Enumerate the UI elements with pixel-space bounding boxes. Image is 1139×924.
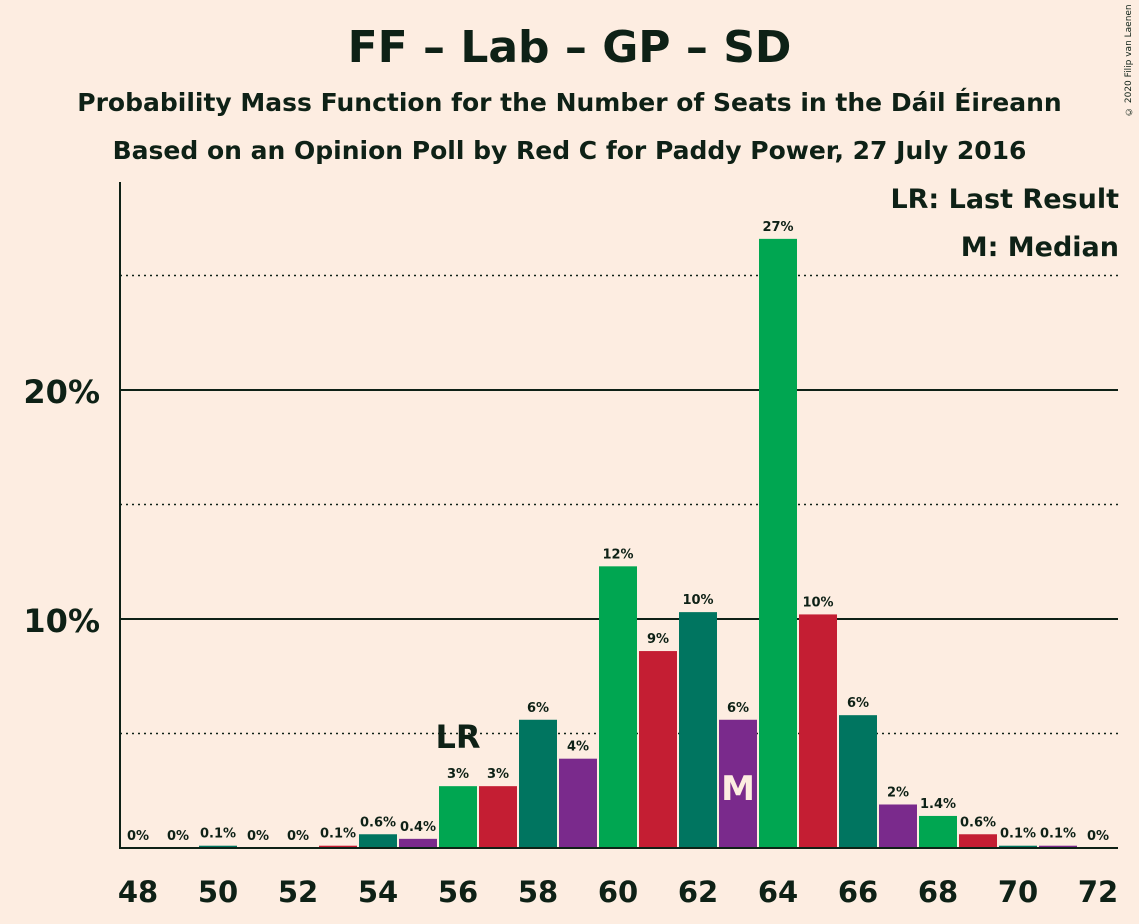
bar-seat-64 — [759, 238, 797, 849]
bar-value-label: 0.1% — [320, 827, 356, 842]
bar-seat-60 — [599, 566, 637, 848]
bar-value-label: 0% — [287, 829, 309, 844]
bar-seat-57 — [479, 786, 517, 848]
bar-value-label: 12% — [602, 547, 633, 562]
bar-seat-58 — [519, 719, 557, 848]
bar-value-label: 27% — [762, 220, 793, 235]
chart-source-line: Based on an Opinion Poll by Red C for Pa… — [112, 136, 1027, 165]
bar-seat-59 — [559, 758, 597, 848]
bar-value-label: 10% — [682, 593, 713, 608]
bar-seat-68 — [919, 815, 957, 848]
bar-value-label: 6% — [527, 701, 549, 716]
x-tick-label: 54 — [358, 875, 398, 909]
x-tick-label: 64 — [758, 875, 798, 909]
x-tick-label: 72 — [1078, 875, 1118, 909]
x-tick-label: 48 — [118, 875, 158, 909]
bar-value-label: 10% — [802, 595, 833, 610]
bar-value-label: 0.6% — [360, 815, 396, 830]
bar-value-label: 0.1% — [200, 827, 236, 842]
bar-seat-54 — [359, 834, 397, 848]
bar-value-label: 9% — [647, 632, 669, 647]
x-tick-label: 68 — [918, 875, 958, 909]
bar-value-label: 0% — [127, 829, 149, 844]
x-tick-label: 50 — [198, 875, 238, 909]
bar-value-label: 0% — [1087, 829, 1109, 844]
bar-value-label: 2% — [887, 785, 909, 800]
bar-value-label: 3% — [447, 767, 469, 782]
y-tick-label: 10% — [23, 602, 100, 640]
bar-seat-71 — [1039, 845, 1077, 848]
last-result-marker: LR — [435, 718, 480, 756]
bar-value-label: 0% — [247, 829, 269, 844]
bar-value-label: 3% — [487, 767, 509, 782]
bar-value-label: 1.4% — [920, 797, 956, 812]
bar-seat-55 — [399, 838, 437, 848]
bar-value-label: 0.6% — [960, 815, 996, 830]
bar-seat-56 — [439, 786, 477, 848]
chart-title: FF – Lab – GP – SD — [347, 22, 792, 73]
x-tick-label: 52 — [278, 875, 318, 909]
bar-seat-62 — [679, 612, 717, 848]
bar-seat-69 — [959, 834, 997, 848]
bar-seat-53 — [319, 845, 357, 848]
x-tick-label: 70 — [998, 875, 1038, 909]
legend-median: M: Median — [960, 232, 1119, 263]
x-tick-label: 62 — [678, 875, 718, 909]
bar-seat-65 — [799, 614, 837, 848]
y-tick-label: 20% — [23, 373, 100, 411]
axes: 48 50 52 54 56 58 60 62 64 66 68 70 72 10% 20% — [23, 182, 1118, 909]
bar-seat-61 — [639, 651, 677, 848]
bar-value-label: 6% — [847, 696, 869, 711]
bar-value-label: 4% — [567, 740, 589, 755]
bar-value-label: 0.1% — [1040, 827, 1076, 842]
bar-value-label: 6% — [727, 701, 749, 716]
x-tick-label: 60 — [598, 875, 638, 909]
median-marker: M — [721, 769, 755, 809]
bar-value-label: 0.1% — [1000, 827, 1036, 842]
bar-seat-70 — [999, 845, 1037, 848]
bars — [199, 238, 1077, 849]
bar-seat-67 — [879, 804, 917, 848]
bar-seat-63 — [719, 719, 757, 848]
legend-last-result: LR: Last Result — [890, 184, 1119, 215]
chart-subtitle: Probability Mass Function for the Number… — [77, 88, 1062, 117]
bar-value-label: 0% — [167, 829, 189, 844]
bar-value-label: 0.4% — [400, 820, 436, 835]
x-tick-label: 56 — [438, 875, 478, 909]
x-tick-label: 66 — [838, 875, 878, 909]
bar-labels: 0% 0% 0.1% 0% 0% 0.1% 0.6% 0.4% 3% 3% 6% 4% 12% 9% 10%… — [127, 220, 1109, 844]
bar-seat-50 — [199, 845, 237, 848]
bar-seat-66 — [839, 715, 877, 848]
x-tick-label: 58 — [518, 875, 558, 909]
